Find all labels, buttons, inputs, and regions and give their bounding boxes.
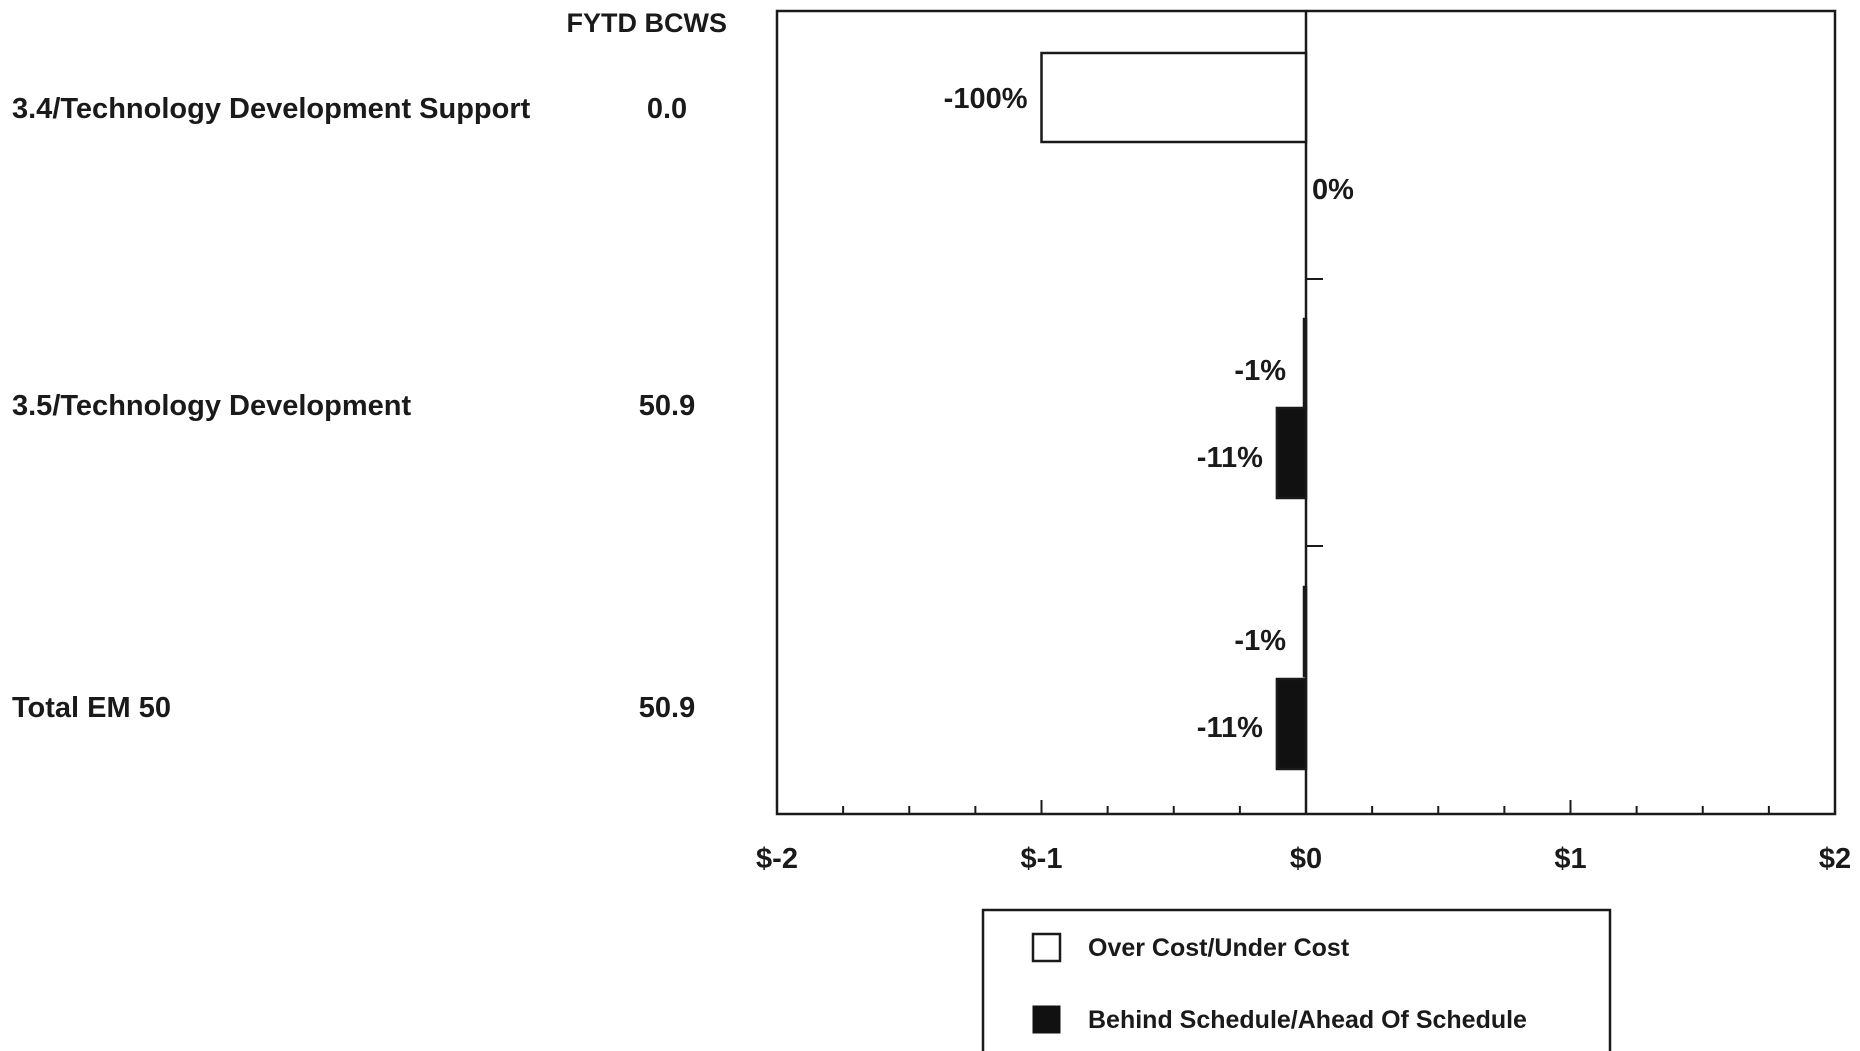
legend-box [981, 908, 1612, 1051]
row-label-total-em-50: Total EM 50 [12, 692, 171, 724]
bars [1040, 51, 1308, 771]
bar-behind-schedule-ahead-of-schedule-3-5-technology-development [1275, 406, 1308, 500]
row-label-3-4-technology-development-support: 3.4/Technology Development Support [12, 93, 531, 125]
row-label-3-5-technology-development: 3.5/Technology Development [12, 390, 411, 422]
data-label-over-cost-under-cost-total-em-50: -1% [1234, 625, 1286, 657]
x-tick-labels: $-2 $-1 $0 $1 $2 [756, 843, 1851, 875]
bar-over-cost-under-cost-total-em-50 [1302, 585, 1308, 678]
data-label-behind-schedule-ahead-of-schedule-total-em-50: -11% [1197, 712, 1263, 744]
data-label-over-cost-under-cost-3-4-technology-development-support: -100% [944, 83, 1028, 115]
legend-label-behind-schedule: Behind Schedule/Ahead Of Schedule [1088, 1006, 1527, 1034]
data-label-behind-schedule-ahead-of-schedule-3-5-technology-development: -11% [1197, 442, 1263, 474]
value-column-header: FYTD BCWS [567, 8, 727, 38]
bar-labels: -100% 0% -1% -11% -1% -11% [944, 83, 1354, 744]
bar-over-cost-under-cost-3-4-technology-development-support [1040, 51, 1308, 144]
legend-label-over-cost: Over Cost/Under Cost [1088, 934, 1350, 962]
x-tick-label: $-2 [756, 843, 798, 875]
data-label-behind-schedule-ahead-of-schedule-3-4-technology-development-support: 0% [1312, 174, 1354, 206]
x-tick-label: $2 [1819, 843, 1851, 875]
legend-swatch-behind-schedule [1032, 1005, 1061, 1034]
x-tick-label: $-1 [1021, 843, 1063, 875]
row-values: 0.0 50.9 50.9 [639, 93, 695, 724]
bar-behind-schedule-ahead-of-schedule-total-em-50 [1275, 677, 1308, 771]
legend-swatch-over-cost [1031, 932, 1062, 963]
row-value-3-4-technology-development-support: 0.0 [647, 93, 687, 125]
x-tick-label: $0 [1290, 843, 1322, 875]
x-tick-label: $1 [1554, 843, 1586, 875]
bar-over-cost-under-cost-3-5-technology-development [1302, 317, 1308, 410]
row-labels: 3.4/Technology Development Support 3.5/Te… [12, 93, 531, 724]
row-value-total-em-50: 50.9 [639, 692, 695, 724]
row-value-3-5-technology-development: 50.9 [639, 390, 695, 422]
legend: Over Cost/Under Cost Behind Schedule/Ahe… [981, 908, 1612, 1051]
data-label-over-cost-under-cost-3-5-technology-development: -1% [1234, 355, 1286, 387]
